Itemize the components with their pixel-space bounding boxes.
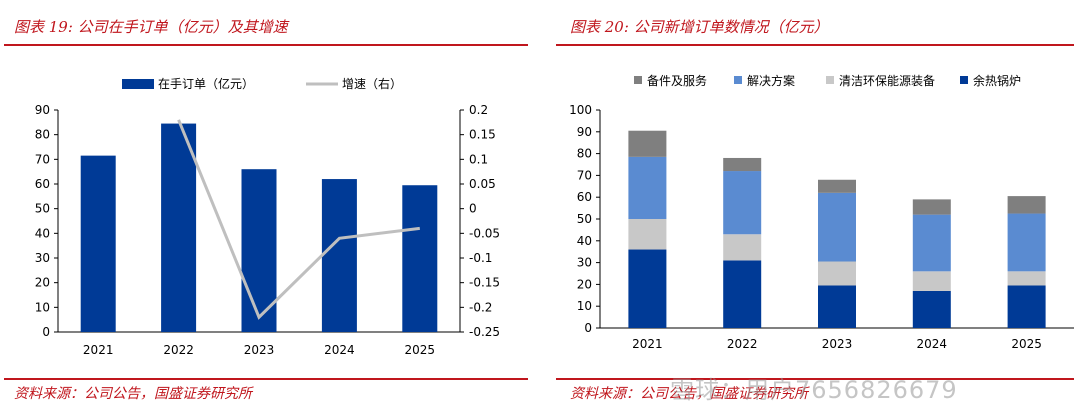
stacked-segment xyxy=(628,156,667,219)
legend-swatch xyxy=(826,76,834,84)
legend-swatch xyxy=(960,76,968,84)
left-source-note: 资料来源：公司公告，国盛证券研究所 xyxy=(14,386,252,402)
bar-order-backlog xyxy=(161,123,197,332)
y-tick-label: 60 xyxy=(35,177,50,191)
bar-order-backlog xyxy=(321,179,357,332)
growth-line xyxy=(177,119,420,320)
y2-tick-label: -0.2 xyxy=(469,300,492,314)
x-tick-label: 2025 xyxy=(405,343,436,357)
y-tick-label: 70 xyxy=(35,152,50,166)
stacked-segment xyxy=(628,249,667,328)
x-tick-label: 2025 xyxy=(1011,337,1042,351)
y-tick-label: 40 xyxy=(577,234,592,248)
y2-tick-label: -0.25 xyxy=(469,325,500,339)
y-tick-label: 30 xyxy=(35,251,50,265)
x-tick-label: 2023 xyxy=(822,337,853,351)
stacked-segment xyxy=(723,234,762,261)
stacked-segment xyxy=(628,219,667,250)
left-chart: 0 10 20 30 40 50 60 70 80 90 0.2 0.15 0.1 0.05 0 -0.05 -… xyxy=(35,76,500,357)
stacked-segment xyxy=(818,192,856,262)
y2-tick-label: 0.15 xyxy=(469,128,496,142)
stacked-segment xyxy=(628,130,667,157)
y-tick-label: 90 xyxy=(577,125,592,139)
stacked-segment xyxy=(723,171,762,235)
stacked-segment xyxy=(912,199,951,215)
stacked-segment xyxy=(1007,213,1046,272)
y2-tick-label: -0.15 xyxy=(469,276,500,290)
legend-swatch xyxy=(734,76,742,84)
legend-swatch-backlog xyxy=(122,79,154,89)
left-title-rule xyxy=(4,44,528,46)
y2-tick-label: -0.05 xyxy=(469,226,500,240)
legend-label: 解决方案 xyxy=(747,73,795,88)
watermark: 雪球：用户7656826679 xyxy=(670,376,958,404)
y-tick-label: 10 xyxy=(35,300,50,314)
stacked-segment xyxy=(1007,196,1046,214)
y2-tick-label: 0.1 xyxy=(469,152,488,166)
y2-tick-label: -0.1 xyxy=(469,251,492,265)
y-tick-label: 90 xyxy=(35,103,50,117)
stacked-segment xyxy=(1007,285,1046,328)
stacked-segment xyxy=(912,214,951,272)
right-title-rule xyxy=(556,44,1074,46)
y-tick-label: 60 xyxy=(577,190,592,204)
y-tick-label: 30 xyxy=(577,256,592,270)
stacked-segment xyxy=(1007,271,1046,286)
left-figure-title: 图表 19: 公司在手订单（亿元）及其增速 xyxy=(14,18,288,36)
right-figure-panel: 图表 20: 公司新增订单数情况（亿元） 0 10 20 30 40 50 60 70 80 90… xyxy=(556,0,1080,420)
y2-tick-label: 0.05 xyxy=(469,177,496,191)
x-tick-label: 2022 xyxy=(727,337,758,351)
y-tick-label: 50 xyxy=(35,202,50,216)
x-tick-label: 2021 xyxy=(632,337,663,351)
y-tick-label: 80 xyxy=(35,128,50,142)
y-tick-label: 0 xyxy=(42,325,50,339)
y-tick-label: 70 xyxy=(577,168,592,182)
y-tick-label: 80 xyxy=(577,147,592,161)
bar-order-backlog xyxy=(241,169,277,332)
legend-label-growth: 增速（右） xyxy=(342,76,402,91)
y-tick-label: 0 xyxy=(584,321,592,335)
stacked-segment xyxy=(818,179,856,193)
y-tick-label: 10 xyxy=(577,299,592,313)
y2-tick-label: 0.2 xyxy=(469,103,488,117)
y-tick-label: 100 xyxy=(569,103,592,117)
y2-tick-label: 0 xyxy=(469,202,477,216)
bar-order-backlog xyxy=(80,155,116,332)
stacked-segment xyxy=(912,290,951,328)
y-tick-label: 50 xyxy=(577,212,592,226)
y-tick-label: 20 xyxy=(35,276,50,290)
stacked-segment xyxy=(912,271,951,291)
right-source-note: 资料来源：公司公告，国盛证券研究所 xyxy=(570,386,808,402)
stacked-segment xyxy=(818,261,856,286)
legend-label: 清洁环保能源装备 xyxy=(839,74,935,88)
x-tick-label: 2022 xyxy=(163,343,194,357)
x-tick-label: 2023 xyxy=(244,343,275,357)
bar-order-backlog xyxy=(402,185,438,332)
left-figure-panel: 图表 19: 公司在手订单（亿元）及其增速 0 10 20 30 40 50 60 70 80 9… xyxy=(0,0,530,420)
right-figure-title: 图表 20: 公司新增订单数情况（亿元） xyxy=(570,18,829,36)
stacked-segment xyxy=(723,260,762,328)
y-tick-label: 20 xyxy=(577,277,592,291)
legend-label: 余热锅炉 xyxy=(973,73,1021,88)
x-tick-label: 2024 xyxy=(324,343,355,357)
left-source-rule xyxy=(4,378,528,380)
stacked-segment xyxy=(723,157,762,172)
x-tick-label: 2024 xyxy=(917,337,948,351)
legend-label-backlog: 在手订单（亿元） xyxy=(158,76,254,91)
right-chart: 0 10 20 30 40 50 60 70 80 90 100 2021 2022 2023 2024 20… xyxy=(569,73,1074,351)
legend-label: 备件及服务 xyxy=(647,73,707,88)
stacked-segment xyxy=(818,285,856,328)
right-source-rule xyxy=(556,378,1074,380)
y-tick-label: 40 xyxy=(35,226,50,240)
x-tick-label: 2021 xyxy=(83,343,114,357)
legend-swatch xyxy=(634,76,642,84)
